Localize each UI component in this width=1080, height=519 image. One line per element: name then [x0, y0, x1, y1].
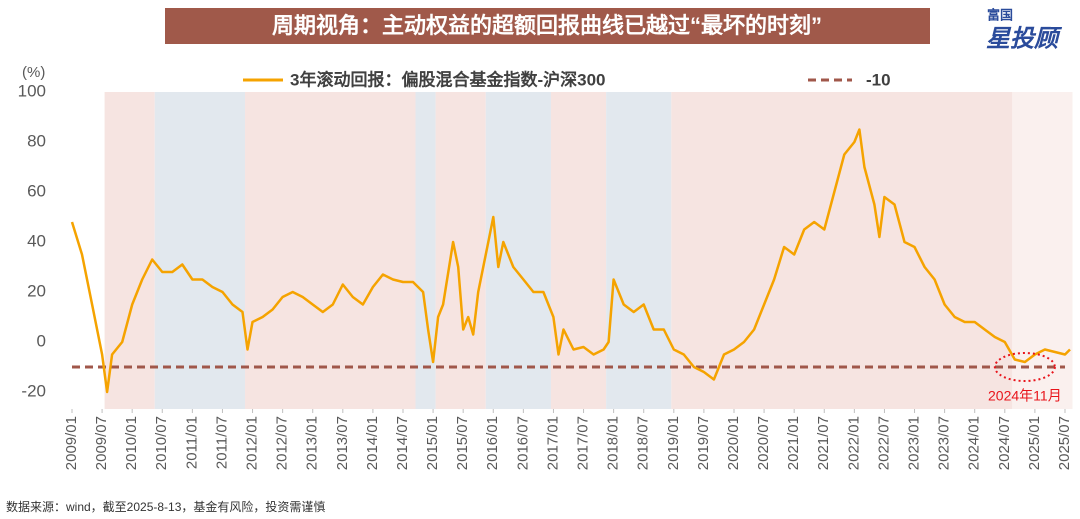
x-tick-label: 2022/01 [845, 416, 862, 470]
x-tick-label: 2017/01 [544, 416, 561, 470]
x-tick-label: 2025/01 [1026, 416, 1043, 470]
x-tick-label: 2018/01 [605, 416, 622, 470]
x-tick-label: 2015/07 [454, 416, 471, 470]
period-band [671, 92, 1013, 409]
x-tick-label: 2012/07 [274, 416, 291, 470]
x-tick-label: 2018/07 [635, 416, 652, 470]
x-tick-label: 2013/07 [334, 416, 351, 470]
x-tick-label: 2010/01 [123, 416, 140, 470]
legend-label: 3年滚动回报：偏股混合基金指数-沪深300 [290, 69, 605, 89]
x-tick-label: 2016/01 [484, 416, 501, 470]
y-tick-label: 20 [27, 281, 46, 300]
y-tick-label: 100 [18, 81, 46, 100]
x-tick-label: 2023/01 [906, 416, 923, 470]
x-tick-label: 2024/07 [996, 416, 1013, 470]
x-tick-label: 2010/07 [153, 416, 170, 470]
logo-product: 星投顾 [986, 25, 1063, 52]
title-banner [165, 8, 930, 44]
period-band [435, 92, 486, 409]
x-tick-label: 2021/01 [785, 416, 802, 470]
x-tick-label: 2024/01 [966, 416, 983, 470]
x-tick-label: 2012/01 [244, 416, 261, 470]
x-tick-label: 2017/07 [575, 416, 592, 470]
period-band [415, 92, 436, 409]
x-tick-label: 2025/07 [1056, 416, 1073, 470]
annotation-label: 2024年11月 [988, 388, 1062, 404]
y-tick-label: -20 [21, 381, 46, 400]
y-axis-label: (%) [22, 64, 45, 81]
x-tick-label: 2011/01 [183, 416, 200, 469]
data-line [70, 128, 1071, 394]
logo-brand: 富国 [987, 7, 1013, 22]
x-tick-label: 2009/01 [63, 416, 80, 470]
x-tick-label: 2023/07 [936, 416, 953, 470]
annotation-ellipse [993, 352, 1056, 382]
x-tick-label: 2016/07 [514, 416, 531, 470]
x-tick-label: 2020/01 [725, 416, 742, 470]
x-tick-label: 2019/07 [695, 416, 712, 470]
period-band [550, 92, 607, 409]
y-tick-label: 0 [37, 331, 46, 350]
x-tick-label: 2013/01 [304, 416, 321, 470]
x-tick-label: 2021/07 [815, 416, 832, 470]
y-tick-label: 40 [27, 231, 46, 250]
x-tick-label: 2019/01 [665, 416, 682, 470]
legend-label: -10 [866, 70, 891, 89]
x-tick-label: 2011/07 [213, 416, 230, 469]
period-band [154, 92, 246, 409]
x-tick-label: 2014/07 [394, 416, 411, 470]
y-tick-label: 60 [27, 181, 46, 200]
period-band [606, 92, 672, 409]
x-tick-label: 2015/01 [424, 416, 441, 470]
source-note: 数据来源：wind，截至2025-8-13，基金有风险，投资需谨慎 [6, 499, 325, 514]
y-tick-label: 80 [27, 131, 46, 150]
x-tick-label: 2014/01 [364, 416, 381, 470]
chart-title: 周期视角：主动权益的超额回报曲线已越过“最坏的时刻” [272, 13, 822, 38]
period-band [245, 92, 416, 409]
period-band [1012, 92, 1073, 409]
x-tick-label: 2020/07 [755, 416, 772, 470]
x-tick-label: 2009/07 [93, 416, 110, 470]
x-tick-label: 2022/07 [875, 416, 892, 470]
